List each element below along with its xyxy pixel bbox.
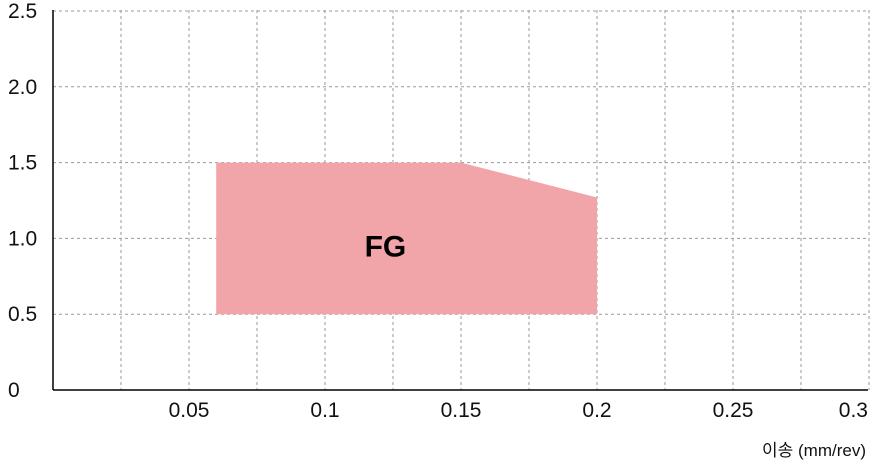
- y-tick-label: 0.5: [8, 303, 37, 326]
- region-fg: [216, 162, 597, 315]
- x-tick-label: 0.2: [582, 399, 611, 422]
- x-tick-label: 0.25: [713, 399, 754, 422]
- grid-lines: [53, 10, 870, 390]
- y-tick-label: 0: [8, 379, 20, 402]
- region-label-fg: FG: [365, 230, 407, 263]
- y-tick-label: 1.0: [8, 227, 37, 250]
- regions: FG: [216, 162, 597, 315]
- tick-labels: 0 0.5 1.0 1.5 2.0 2.5 0.05 0.1 0.15 0.2 0.25 0.3: [8, 0, 868, 422]
- y-tick-label: 1.5: [8, 152, 37, 175]
- y-tick-label: 2.0: [8, 76, 37, 99]
- x-axis-label: 이송 (mm/rev): [762, 441, 866, 460]
- x-tick-label: 0.1: [310, 399, 339, 422]
- axes: [52, 10, 868, 391]
- x-tick-label: 0.05: [169, 399, 210, 422]
- x-tick-label: 0.3: [839, 399, 868, 422]
- x-tick-label: 0.15: [441, 399, 482, 422]
- y-tick-label: 2.5: [8, 0, 37, 23]
